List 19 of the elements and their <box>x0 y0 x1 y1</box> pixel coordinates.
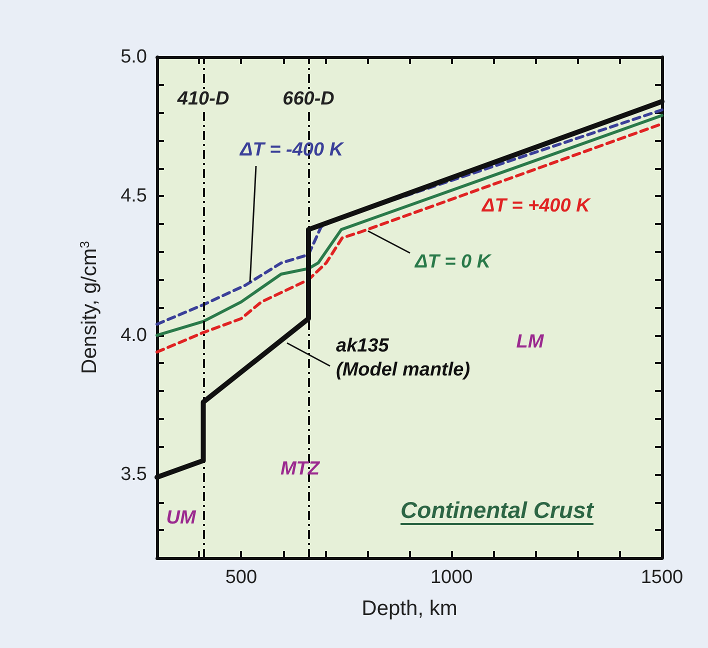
y-tick-label: 4.5 <box>120 186 147 207</box>
y-tick-label: 4.0 <box>120 324 147 346</box>
y-tick-label: 3.5 <box>120 464 147 485</box>
x-axis-title: Depth, km <box>362 597 458 620</box>
text: Continental Crust <box>400 497 595 523</box>
x-tick-label: 1000 <box>430 567 473 588</box>
x-tick-label: 500 <box>225 567 258 588</box>
text: ΔT = -400 K <box>239 140 344 160</box>
annotation: UM <box>166 508 197 528</box>
ref-line-label: 660-D <box>282 88 335 110</box>
x-tick-label: 1500 <box>640 567 684 588</box>
annotation: LM <box>516 332 545 352</box>
y-tick-label: 5.0 <box>120 46 147 68</box>
series-label: ΔT = +400 K <box>481 196 592 216</box>
text: ΔT = 0 K <box>414 252 492 272</box>
legend-label: ak135 (Model mantle) <box>336 336 470 380</box>
ref-line-label: 410-D <box>176 88 230 110</box>
annotation: MTZ <box>280 458 321 480</box>
y-axis-title: Density, g/cm3 <box>77 241 101 374</box>
